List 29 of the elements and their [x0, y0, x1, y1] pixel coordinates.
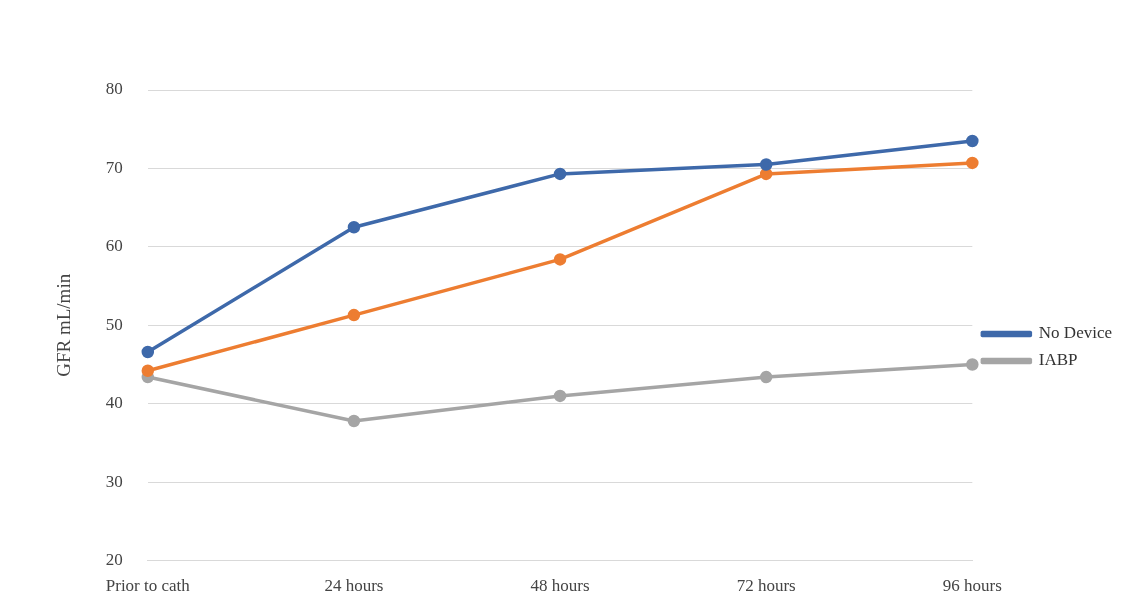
- y-tick-label: 70: [105, 157, 123, 177]
- point: [347, 221, 361, 234]
- point: [347, 308, 361, 322]
- point: [759, 158, 773, 171]
- y-tick-label: 30: [105, 471, 123, 491]
- point: [966, 134, 979, 148]
- point: [759, 167, 773, 181]
- point: [141, 345, 155, 359]
- point: [966, 156, 979, 170]
- point: [553, 253, 567, 266]
- y-tick-label: 20: [105, 550, 123, 570]
- y-tick-label: 80: [105, 79, 123, 99]
- x-tick-label: 72 hours: [736, 576, 796, 596]
- x-tick-label: 24 hours: [324, 576, 384, 596]
- legend-label: IABP: [1038, 350, 1078, 370]
- legend-label: No Device: [1038, 323, 1113, 343]
- point: [553, 167, 567, 181]
- x-tick-label: 96 hours: [942, 576, 1002, 596]
- point: [553, 389, 567, 403]
- y-tick-label: 60: [105, 236, 123, 256]
- point: [141, 364, 155, 378]
- point: [966, 358, 979, 371]
- y-tick-label: 50: [105, 314, 123, 334]
- y-tick-label: 40: [105, 393, 123, 413]
- y-axis-title: GFR mL/min: [53, 273, 75, 377]
- point: [759, 370, 773, 384]
- x-tick-label: 48 hours: [530, 576, 590, 596]
- point: [347, 414, 361, 428]
- x-tick-label: Prior to cath: [105, 576, 191, 596]
